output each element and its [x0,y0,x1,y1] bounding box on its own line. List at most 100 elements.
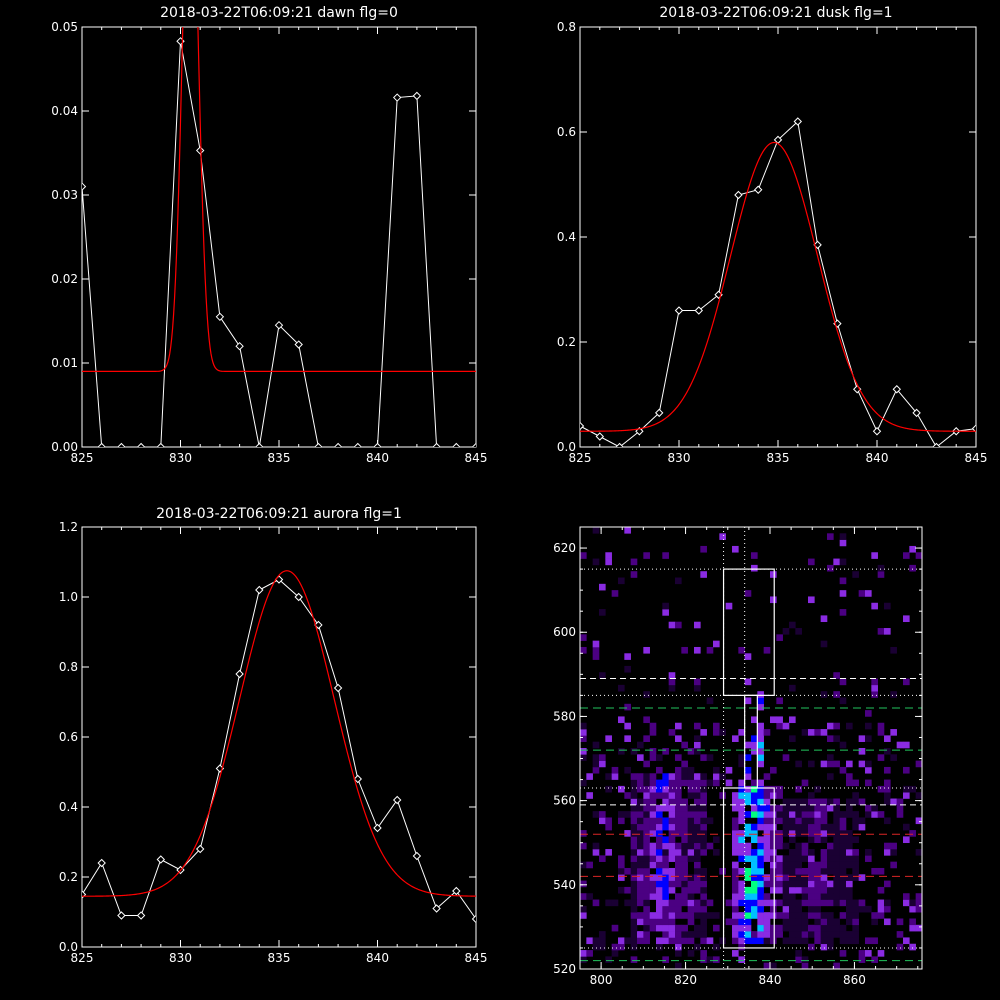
heatmap-cell [694,943,701,951]
heatmap-cell [770,924,777,932]
heatmap-cell [694,924,701,932]
heatmap-cell [643,691,650,698]
heatmap-cell [865,760,872,768]
heatmap-cell [656,899,663,907]
heatmap-cell [795,880,802,888]
heatmap-cell [656,849,663,856]
heatmap-cell [687,823,695,831]
heatmap-cell [732,545,739,553]
heatmap-cell [687,950,695,957]
heatmap-cell [896,798,904,806]
heatmap-cell [694,785,701,793]
heatmap-cell [757,729,764,736]
heatmap-cell [675,811,682,818]
heatmap-cell [662,792,669,799]
dawn-panel: 2018-03-22T06:09:21 dawn flg=0 825 830 835… [51,5,487,465]
heatmap-cell [586,937,593,945]
heatmap-cell [903,899,910,907]
heatmap-cell [865,811,872,818]
heatmap-cell [738,779,745,787]
heatmap-cell [643,886,650,894]
heatmap-cell [871,867,878,875]
heatmap-cell [782,817,790,825]
heatmap-cell [700,886,707,894]
data-point [235,341,244,351]
heatmap-cell [738,817,745,825]
heatmap-cell [694,855,701,862]
heatmap-cell [795,842,802,850]
heatmap-cell [884,779,891,787]
heatmap-cell [637,798,644,806]
heatmap-cell [763,646,771,654]
heatmap-cell [757,880,764,888]
heatmap-cell [738,729,745,736]
heatmap-cell [662,905,669,913]
heatmap-cell [630,943,638,951]
heatmap-cell [643,905,650,913]
data-point [392,93,402,102]
heatmap-cell [808,924,815,932]
heatmap-cell [776,792,783,799]
heatmap-cell [852,798,859,806]
heatmap-cell [694,646,701,654]
heatmap-cell [808,760,815,768]
y-tick-label: 520 [553,962,576,976]
heatmap-cell [675,880,682,888]
heatmap-cell [763,962,771,969]
heatmap-cell [675,798,682,806]
heatmap-cell [858,905,866,913]
heatmap-cell [782,918,790,926]
heatmap-cell [732,874,739,881]
heatmap-cell [846,830,853,837]
heatmap-cell [903,823,910,831]
heatmap-cell [694,931,701,938]
heatmap-cell [738,785,745,793]
heatmap-cell [827,722,834,730]
heatmap-cell [643,861,650,869]
heatmap-cell [681,912,688,919]
heatmap-cell [668,874,676,881]
heatmap-cell [763,804,771,812]
heatmap-cell [662,842,669,850]
heatmap-cell [687,849,695,856]
data-point [694,306,704,315]
heatmap-cell [820,867,828,875]
heatmap-cell [700,924,707,932]
heatmap-cell [858,817,866,825]
heatmap-cell [795,918,802,926]
heatmap-cell [852,792,859,799]
heatmap-cell [846,842,853,850]
heatmap-cell [694,912,701,919]
heatmap-cell [732,823,739,831]
heatmap-cell [700,905,707,913]
heatmap-cell [637,861,644,869]
heatmap-cell [630,798,638,806]
x-tick-label: 835 [268,451,291,465]
y-tick-label: 0.2 [59,870,78,884]
y-tick-label: 620 [553,541,576,555]
heatmap-cell [751,893,758,900]
heatmap-cell [858,760,866,768]
heatmap-cell [789,817,796,825]
heatmap-cell [814,899,821,907]
heatmap-cell [611,950,619,957]
heatmap-cell [675,792,682,799]
heatmap-cell [795,861,802,869]
heatmap-cell [719,773,726,780]
heatmap-cell [580,912,587,919]
heatmap-cell [757,741,764,749]
heatmap-cell [833,874,840,881]
heatmap-cell [687,842,695,850]
heatmap-cell [744,590,752,597]
heatmap-cell [643,899,650,907]
heatmap-cell [738,867,745,875]
heatmap-cell [637,880,644,888]
heatmap-cell [871,691,878,698]
heatmap-cell [668,912,676,919]
heatmap-cell [833,842,840,850]
heatmap-cell [839,741,847,749]
heatmap-cell [713,836,720,844]
heatmap-cell [795,760,802,768]
x-tick-label: 840 [866,451,889,465]
heatmap-cell [687,830,695,837]
